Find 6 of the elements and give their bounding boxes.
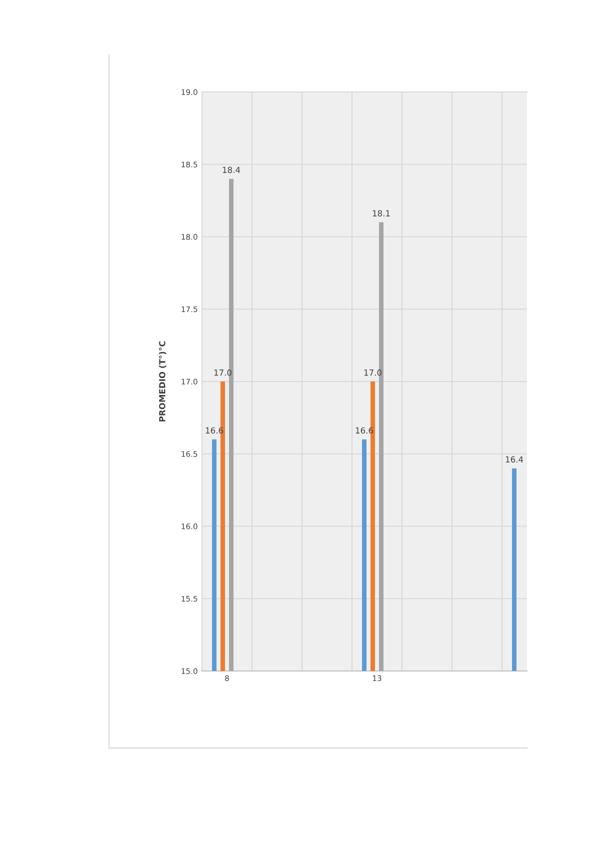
data-label: 18.4 xyxy=(222,166,240,174)
y-axis-title: PROMEDIO (T°)°C xyxy=(158,341,166,422)
data-label: 16.4 xyxy=(506,456,524,463)
data-label: 18.1 xyxy=(372,210,390,216)
data-label: 17.0 xyxy=(364,369,382,376)
data-label: 17.0 xyxy=(214,369,232,376)
